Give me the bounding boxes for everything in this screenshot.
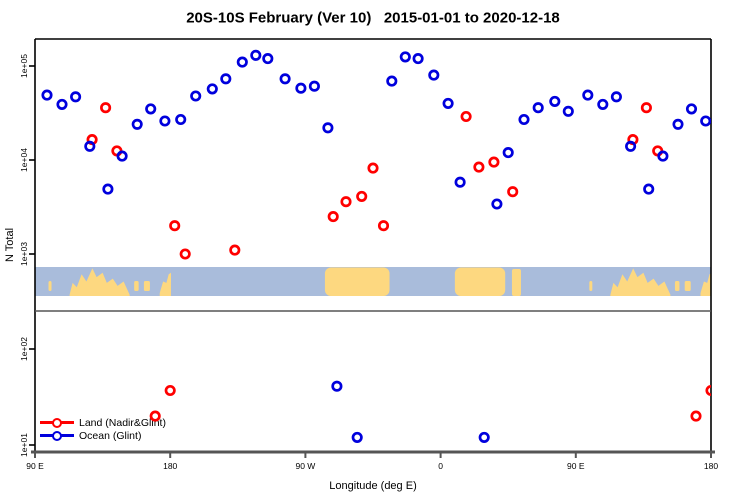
data-point-ocean	[250, 49, 262, 61]
data-point-ocean	[657, 150, 669, 162]
data-point-land	[179, 248, 191, 260]
data-point-land	[367, 162, 379, 174]
legend-item-land: Land (Nadir&Glint)	[40, 416, 166, 429]
data-point-land	[690, 410, 702, 422]
legend-key-ocean	[40, 430, 74, 441]
data-point-ocean	[236, 56, 248, 68]
chart-title: 20S-10S February (Ver 10) 2015-01-01 to …	[186, 9, 560, 27]
data-point-land	[169, 220, 181, 232]
plot-frame	[29, 38, 715, 458]
data-point-land	[640, 102, 652, 114]
data-point-ocean	[685, 103, 698, 115]
data-point-ocean	[41, 89, 53, 101]
data-point-ocean	[518, 113, 530, 126]
y-tick-label: 1e+05	[19, 54, 29, 78]
data-point-land	[488, 156, 500, 168]
legend-marker-blue	[52, 430, 62, 441]
data-point-ocean	[262, 53, 274, 65]
data-point-land	[377, 220, 390, 232]
legend-key-land	[40, 417, 74, 428]
x-tick-label: 180	[703, 461, 719, 471]
data-point-ocean	[116, 150, 128, 162]
data-point-land	[100, 102, 112, 114]
data-point-ocean	[478, 431, 490, 443]
legend: Land (Nadir&Glint) Ocean (Glint)	[40, 416, 166, 442]
data-point-ocean	[159, 115, 171, 127]
data-point-land	[327, 211, 339, 223]
data-point-land	[705, 384, 711, 397]
data-point-ocean	[295, 82, 307, 94]
data-point-ocean	[643, 183, 655, 195]
data-point-ocean	[220, 73, 232, 85]
data-point-ocean	[428, 69, 440, 81]
data-point-land	[164, 384, 176, 397]
y-tick-label: 1e+02	[19, 337, 29, 361]
data-point-ocean	[56, 98, 68, 110]
data-point-ocean	[625, 140, 637, 152]
data-point-land	[460, 110, 472, 123]
y-tick-label: 1e+03	[19, 242, 29, 266]
data-point-ocean	[412, 53, 424, 65]
data-point-ocean	[532, 102, 544, 114]
data-point-ocean	[70, 91, 82, 103]
data-point-ocean	[597, 98, 609, 110]
data-point-ocean	[145, 103, 157, 115]
data-point-ocean	[206, 83, 218, 95]
data-point-ocean	[399, 51, 411, 63]
data-point-ocean	[386, 75, 398, 87]
legend-label-ocean: Ocean (Glint)	[79, 429, 142, 442]
data-point-ocean	[190, 90, 202, 102]
data-point-ocean	[308, 80, 320, 92]
data-points	[41, 49, 711, 443]
map-strip	[35, 267, 711, 296]
data-point-ocean	[102, 183, 114, 195]
y-tick-label: 1e+04	[19, 148, 29, 172]
data-point-ocean	[351, 431, 363, 443]
series-land	[86, 102, 711, 422]
series-ocean	[41, 49, 711, 443]
x-tick-label: 90 E	[567, 461, 585, 471]
data-point-ocean	[610, 91, 622, 103]
data-point-ocean	[331, 380, 343, 392]
data-point-ocean	[131, 118, 143, 130]
data-point-ocean	[442, 97, 454, 109]
data-point-land	[229, 244, 241, 256]
data-point-ocean	[175, 113, 187, 126]
data-point-land	[507, 186, 519, 198]
data-point-ocean	[502, 147, 514, 159]
data-point-ocean	[454, 176, 466, 188]
data-point-land	[149, 410, 161, 422]
x-tick-label: 90 E	[26, 461, 44, 471]
data-point-ocean	[562, 105, 574, 117]
data-point-ocean	[84, 140, 96, 152]
x-axis-title: Longitude (deg E)	[329, 480, 417, 492]
data-point-ocean	[582, 89, 594, 101]
data-point-ocean	[672, 118, 684, 130]
data-point-ocean	[279, 73, 291, 85]
legend-item-ocean: Ocean (Glint)	[40, 429, 166, 442]
data-point-ocean	[322, 122, 334, 134]
y-tick-label: 1e+01	[19, 433, 29, 457]
data-point-land	[356, 190, 368, 202]
legend-label-land: Land (Nadir&Glint)	[79, 416, 166, 429]
data-point-land	[473, 161, 485, 173]
data-point-ocean	[491, 198, 503, 210]
x-tick-label: 0	[438, 461, 443, 471]
x-tick-label: 180	[163, 461, 178, 471]
data-point-ocean	[700, 115, 711, 127]
legend-marker-red	[52, 417, 62, 428]
data-point-ocean	[549, 95, 561, 107]
data-point-land	[340, 196, 352, 208]
x-tick-label: 90 W	[295, 461, 316, 471]
